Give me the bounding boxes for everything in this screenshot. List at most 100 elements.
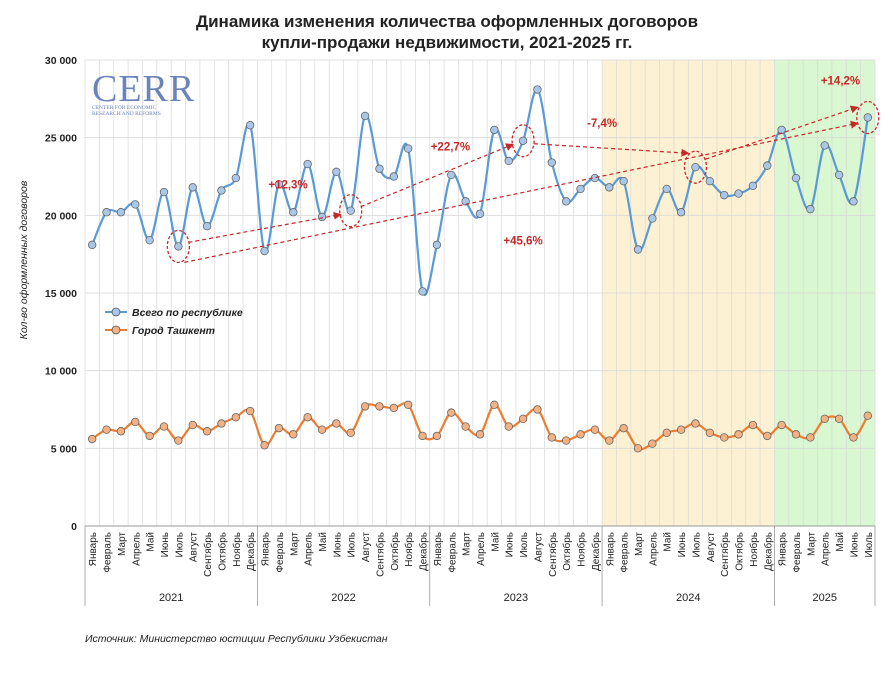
- data-point-republic: [719, 190, 729, 200]
- data-point-republic: [705, 176, 715, 186]
- data-point-tashkent: [274, 423, 284, 433]
- annotation-label: +45,6%: [503, 235, 542, 247]
- data-point-tashkent: [504, 422, 513, 431]
- highlight-ellipse: [856, 100, 880, 135]
- data-point-tashkent: [849, 433, 858, 442]
- x-tick-label: Июль: [691, 532, 702, 558]
- x-tick-label: Январь: [605, 532, 616, 566]
- data-point-republic: [518, 136, 528, 145]
- data-point-republic: [102, 208, 111, 217]
- x-tick-label: Декабрь: [245, 532, 257, 571]
- data-point-republic: [547, 158, 557, 167]
- x-tick-label: Декабрь: [590, 532, 602, 571]
- data-point-republic: [504, 156, 513, 166]
- data-point-tashkent: [561, 436, 571, 445]
- legend-label-tashkent: Город Ташкент: [132, 325, 215, 337]
- data-point-republic: [633, 245, 643, 254]
- data-point-republic: [159, 187, 169, 197]
- data-point-tashkent: [590, 425, 600, 434]
- data-point-republic: [820, 141, 829, 150]
- data-point-tashkent: [202, 427, 212, 436]
- x-tick-label: Сентябрь: [202, 532, 214, 577]
- x-tick-label: Февраль: [103, 532, 114, 573]
- y-tick-label: 10 000: [45, 366, 77, 378]
- data-point-tashkent: [777, 420, 786, 430]
- x-tick-label: Декабрь: [762, 532, 774, 571]
- data-point-tashkent: [863, 411, 873, 420]
- data-point-tashkent: [375, 402, 384, 411]
- x-tick-label: Июль: [347, 532, 358, 558]
- data-point-republic: [131, 200, 140, 209]
- x-tick-label: Январь: [88, 532, 99, 566]
- data-point-tashkent: [245, 406, 255, 416]
- x-tick-label: Март: [634, 532, 645, 556]
- x-tick-label: Сентябрь: [719, 532, 731, 577]
- data-point-republic: [763, 161, 772, 170]
- year-label: 2021: [159, 592, 183, 604]
- x-tick-label: Май: [490, 532, 501, 552]
- annotation-label: +12,3%: [268, 179, 307, 191]
- x-tick-label: Октябрь: [734, 532, 746, 571]
- data-point-republic: [87, 240, 97, 250]
- data-point-tashkent: [475, 430, 485, 439]
- data-point-tashkent: [418, 431, 427, 441]
- data-point-tashkent: [748, 420, 758, 430]
- data-point-tashkent: [87, 434, 97, 444]
- data-point-republic: [145, 235, 154, 245]
- data-point-tashkent: [518, 414, 528, 424]
- data-point-republic: [174, 242, 183, 251]
- x-tick-label: Июнь: [849, 532, 860, 557]
- data-point-republic: [691, 162, 700, 172]
- annotation-label: -7,4%: [587, 118, 617, 130]
- x-tick-label: Февраль: [792, 532, 803, 573]
- data-point-republic: [188, 183, 197, 192]
- data-point-republic: [662, 184, 671, 194]
- x-tick-label: Апрель: [648, 532, 659, 566]
- x-tick-label: Август: [533, 532, 544, 563]
- x-tick-label: Март: [806, 532, 817, 556]
- logo-sub-line2: RESEARCH AND REFORMS: [92, 111, 161, 117]
- legend-label-republic: Всего по республике: [132, 307, 243, 319]
- data-point-tashkent: [791, 430, 801, 439]
- data-point-tashkent: [834, 414, 844, 424]
- x-tick-label: Ноябрь: [403, 532, 415, 567]
- year-label: 2023: [504, 592, 528, 604]
- y-tick-label: 20 000: [45, 210, 77, 222]
- data-point-tashkent: [719, 433, 729, 442]
- x-tick-label: Октябрь: [216, 532, 228, 571]
- data-point-republic: [619, 176, 628, 186]
- annotation-arrow: [188, 211, 342, 243]
- data-point-republic: [648, 214, 657, 223]
- y-tick-label: 5 000: [51, 443, 77, 455]
- data-point-tashkent: [231, 413, 241, 422]
- data-point-tashkent: [648, 439, 657, 448]
- y-tick-label: 0: [71, 521, 77, 533]
- data-point-tashkent: [317, 425, 327, 434]
- x-tick-label: Март: [289, 532, 300, 556]
- data-point-tashkent: [403, 400, 413, 410]
- data-point-republic: [834, 170, 844, 180]
- data-point-tashkent: [763, 431, 772, 441]
- data-point-republic: [418, 287, 427, 296]
- data-point-tashkent: [217, 419, 226, 428]
- x-tick-label: Июнь: [505, 532, 516, 557]
- x-tick-label: Февраль: [275, 532, 286, 573]
- data-point-republic: [317, 212, 327, 222]
- data-point-republic: [734, 189, 743, 198]
- x-tick-label: Июнь: [677, 532, 688, 557]
- data-point-tashkent: [820, 414, 829, 424]
- data-point-republic: [676, 208, 686, 217]
- data-point-republic: [332, 167, 341, 177]
- x-tick-label: Апрель: [304, 532, 315, 566]
- legend-marker-republic: [111, 307, 121, 317]
- y-tick-label: 25 000: [45, 133, 77, 145]
- data-point-tashkent: [490, 400, 499, 410]
- x-tick-label: Сентябрь: [374, 532, 386, 577]
- data-point-tashkent: [432, 431, 442, 441]
- data-point-republic: [432, 240, 442, 250]
- y-axis-label: Кол-во оформленных договоров: [18, 180, 30, 339]
- data-point-tashkent: [619, 423, 628, 433]
- data-point-republic: [533, 85, 542, 94]
- data-point-republic: [245, 121, 255, 130]
- data-point-republic: [863, 113, 873, 122]
